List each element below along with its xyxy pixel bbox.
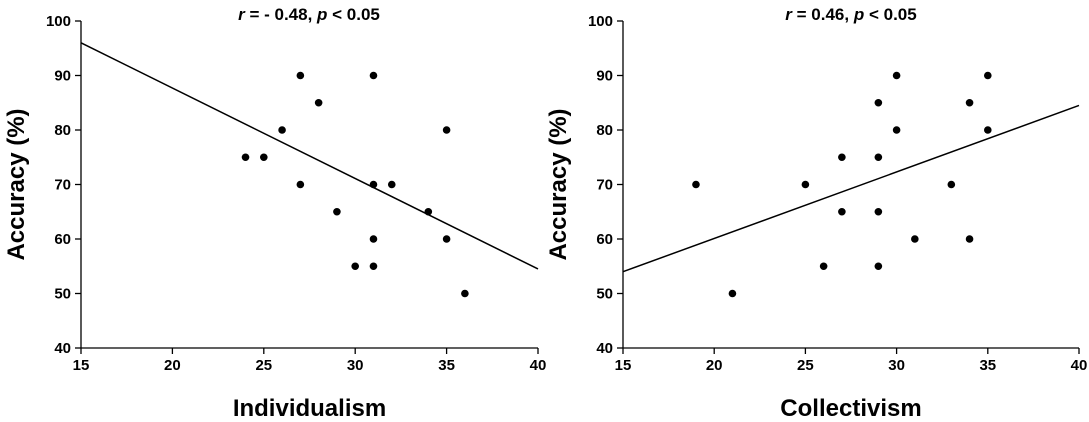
regression-line [80, 42, 539, 270]
x-tick-label: 40 [530, 357, 547, 374]
x-tick-label: 15 [615, 357, 632, 374]
p-value: < 0.05 [327, 5, 379, 24]
data-point [801, 180, 810, 189]
p-symbol: p [316, 5, 327, 24]
data-point [819, 262, 828, 271]
y-tick-label: 40 [54, 340, 71, 357]
data-point [260, 153, 268, 162]
data-point [296, 71, 305, 80]
x-tick-label: 40 [1071, 357, 1088, 374]
r-symbol: r [238, 5, 246, 24]
data-point [442, 235, 451, 243]
data-point [892, 126, 901, 134]
x-tick-label: 35 [438, 357, 455, 374]
regression-line [622, 104, 1080, 273]
data-point [369, 71, 378, 80]
y-tick-label: 70 [596, 177, 613, 194]
y-tick-label: 50 [54, 286, 71, 303]
data-point [387, 180, 396, 189]
x-axis-title: Collectivism [780, 395, 921, 422]
y-axis-title: Accuracy (%) [545, 108, 572, 260]
data-point [965, 235, 974, 243]
x-tick-label: 20 [164, 357, 181, 374]
data-point [241, 153, 250, 162]
data-point [984, 71, 992, 80]
data-point [333, 207, 341, 216]
data-point [424, 207, 433, 216]
data-point [965, 98, 974, 107]
data-point [911, 235, 919, 243]
p-value: < 0.05 [864, 5, 916, 24]
data-point [984, 126, 992, 134]
y-tick-label: 60 [596, 231, 613, 248]
y-tick-label: 90 [54, 68, 71, 85]
y-tick-label: 100 [588, 13, 613, 30]
data-point [838, 153, 846, 162]
data-point [874, 207, 883, 216]
data-point [874, 262, 883, 271]
y-tick-label: 50 [596, 286, 613, 303]
x-tick-label: 25 [255, 357, 272, 374]
y-tick-label: 40 [596, 340, 613, 357]
data-point [369, 180, 378, 189]
x-tick-label: 30 [888, 357, 905, 374]
x-tick-label: 35 [979, 357, 996, 374]
data-point [278, 126, 286, 134]
p-symbol: p [853, 5, 864, 24]
y-tick-label: 100 [46, 13, 71, 30]
data-point [461, 289, 469, 298]
y-tick-label: 60 [54, 231, 71, 248]
y-tick-label: 80 [54, 122, 71, 139]
correlation-annotation: r = 0.46, p < 0.05 [785, 5, 916, 24]
r-value: = 0.46, [792, 5, 854, 24]
data-point [351, 262, 360, 271]
data-point [874, 98, 883, 107]
r-symbol: r [785, 5, 793, 24]
data-point [728, 289, 737, 298]
x-tick-label: 25 [797, 357, 814, 374]
x-axis-title: Individualism [233, 395, 386, 422]
y-axis-title: Accuracy (%) [3, 108, 30, 260]
data-point [369, 262, 378, 271]
y-tick-label: 70 [54, 177, 71, 194]
data-point [296, 180, 305, 189]
y-tick-label: 90 [596, 68, 613, 85]
x-tick-label: 30 [347, 357, 364, 374]
data-point [892, 71, 901, 80]
data-point [314, 98, 323, 107]
correlation-annotation: r = - 0.48, p < 0.05 [238, 5, 380, 24]
data-point [947, 180, 956, 189]
data-point [838, 207, 846, 216]
data-point [442, 126, 451, 134]
data-point [874, 153, 883, 162]
y-tick-label: 80 [596, 122, 613, 139]
x-tick-label: 15 [73, 357, 90, 374]
r-value: = - 0.48, [245, 5, 317, 24]
individualism-scatter-panel: 15 20 25 30 35 40 40 50 60 70 80 90 100 r = - 0.48, p… [3, 5, 546, 422]
data-point [692, 180, 700, 189]
data-point [369, 235, 378, 243]
collectivism-scatter-panel: 15 20 25 30 35 40 40 50 60 70 80 90 100 r = 0.46, p <… [545, 5, 1087, 422]
x-tick-label: 20 [706, 357, 723, 374]
